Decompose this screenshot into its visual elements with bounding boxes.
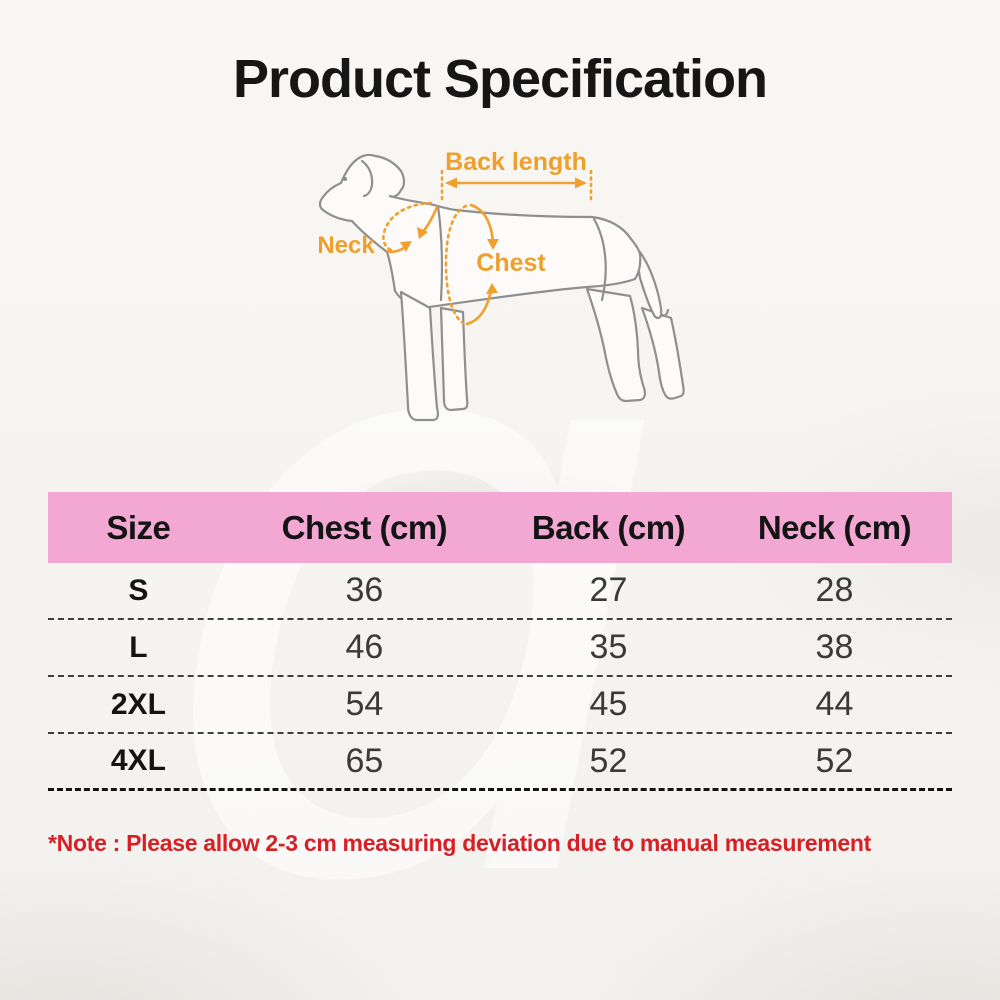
- dog-measurement-diagram: Back length Neck Chest: [317, 148, 685, 422]
- cell-back: 35: [589, 628, 628, 666]
- cell-size: 4XL: [110, 744, 166, 777]
- neck-label: Neck: [317, 232, 375, 259]
- cell-neck: 52: [815, 741, 854, 780]
- page-title: Product Specification: [232, 49, 768, 109]
- neck-dotted-arc: [382, 201, 433, 252]
- table-row: L 46 35 38: [48, 620, 952, 677]
- cell-chest: 36: [345, 571, 384, 609]
- table-row: S 36 27 28: [48, 563, 952, 620]
- header-cell-size: Size: [106, 508, 171, 546]
- cell-size: L: [129, 630, 148, 664]
- table-row: 2XL 54 45 44: [48, 677, 952, 734]
- chest-arrow-down: [469, 203, 495, 245]
- cell-size: S: [128, 573, 149, 607]
- size-table: Size Chest (cm) Back (cm) Neck (cm) S 36…: [48, 492, 952, 791]
- cell-back: 52: [589, 741, 628, 780]
- cell-neck: 38: [815, 628, 854, 666]
- cell-chest: 65: [345, 741, 384, 780]
- measurement-annotations: [382, 169, 593, 326]
- dog-outline: [318, 153, 685, 422]
- back-length-label: Back length: [445, 148, 587, 176]
- table-row: 4XL 65 52 52: [48, 734, 952, 791]
- cell-neck: 44: [815, 685, 854, 723]
- table-header-row: Size Chest (cm) Back (cm) Neck (cm): [48, 492, 952, 563]
- chest-dotted-arc: [444, 204, 468, 325]
- cell-back: 45: [589, 685, 628, 723]
- header-cell-neck: Neck (cm): [757, 508, 912, 546]
- dog-eye: [343, 177, 347, 181]
- chest-label: Chest: [476, 249, 546, 277]
- header-cell-chest: Chest (cm): [281, 508, 448, 546]
- cell-chest: 46: [345, 628, 384, 666]
- header-cell-back: Back (cm): [531, 508, 686, 546]
- cell-chest: 54: [345, 685, 384, 723]
- chest-arrow-up: [465, 288, 493, 326]
- cell-back: 27: [589, 571, 628, 609]
- cell-size: 2XL: [110, 687, 166, 721]
- note-text: *Note : Please allow 2-3 cm measuring de…: [48, 830, 871, 856]
- cell-neck: 28: [815, 571, 854, 609]
